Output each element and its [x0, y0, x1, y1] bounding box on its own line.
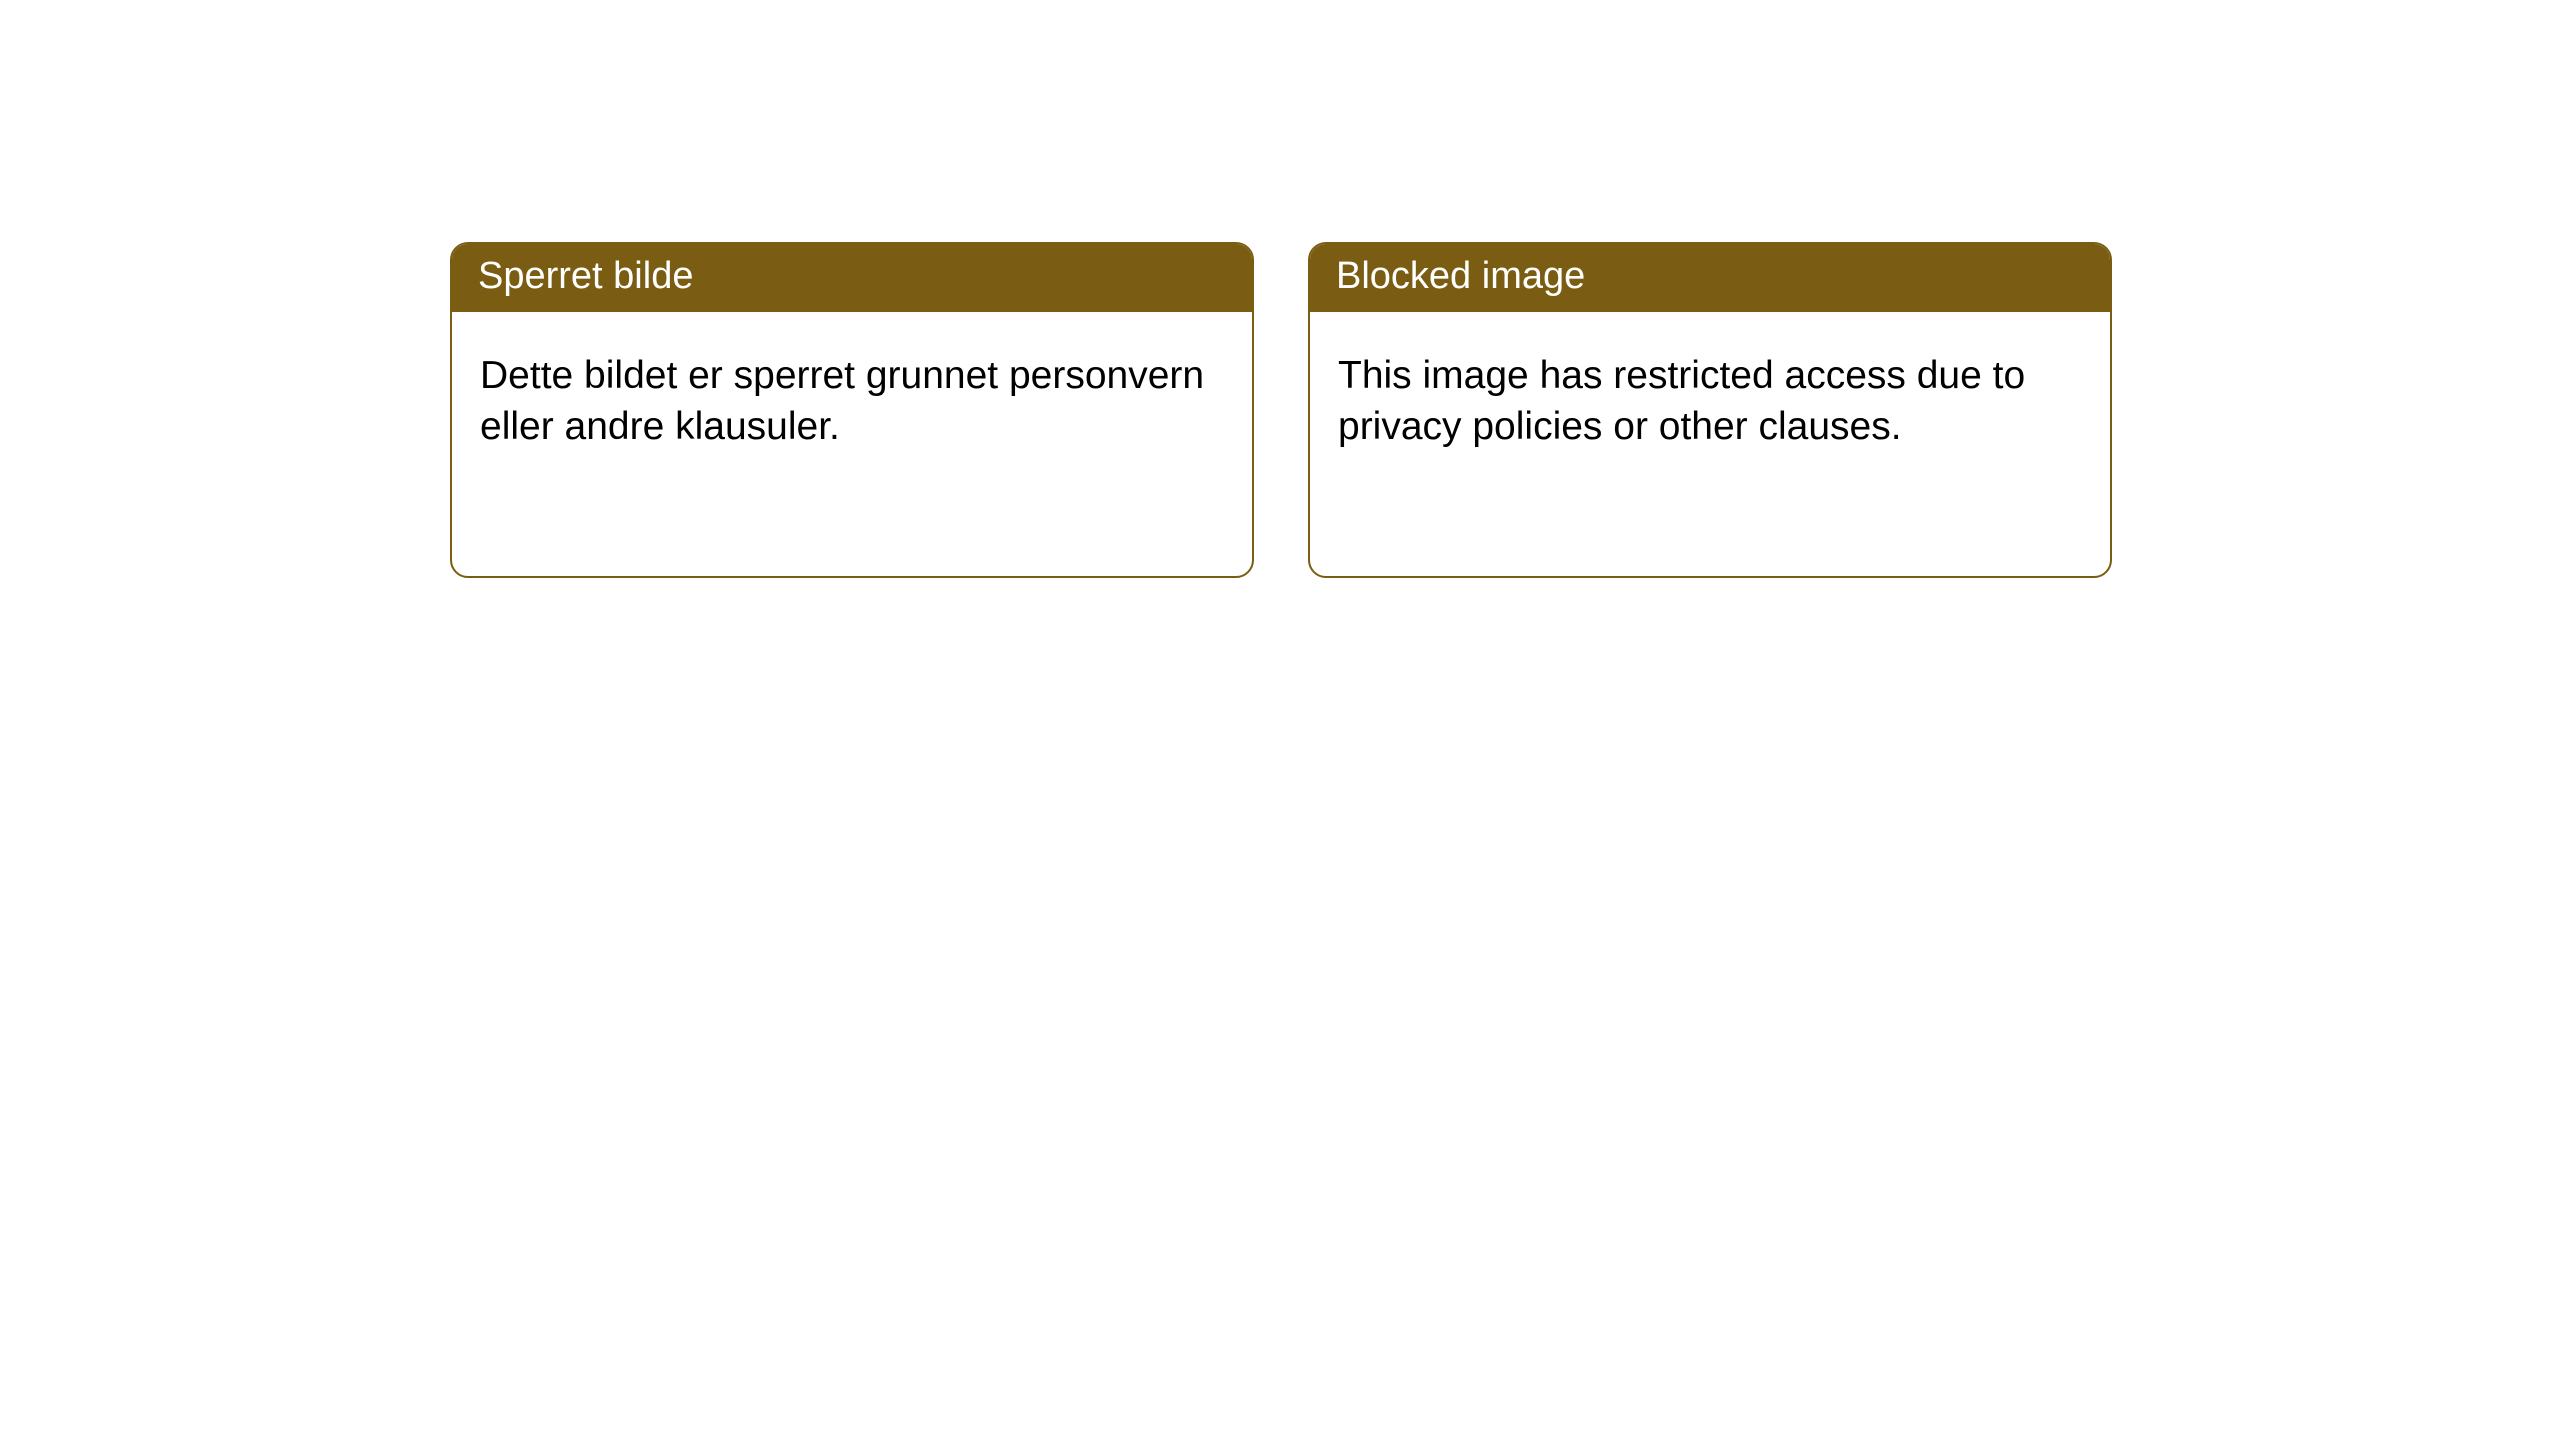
notice-container: Sperret bilde Dette bildet er sperret gr… [0, 0, 2560, 578]
card-header: Sperret bilde [452, 244, 1252, 312]
card-header: Blocked image [1310, 244, 2110, 312]
card-body: Dette bildet er sperret grunnet personve… [452, 312, 1252, 482]
notice-card-english: Blocked image This image has restricted … [1308, 242, 2112, 578]
notice-card-norwegian: Sperret bilde Dette bildet er sperret gr… [450, 242, 1254, 578]
card-body: This image has restricted access due to … [1310, 312, 2110, 482]
